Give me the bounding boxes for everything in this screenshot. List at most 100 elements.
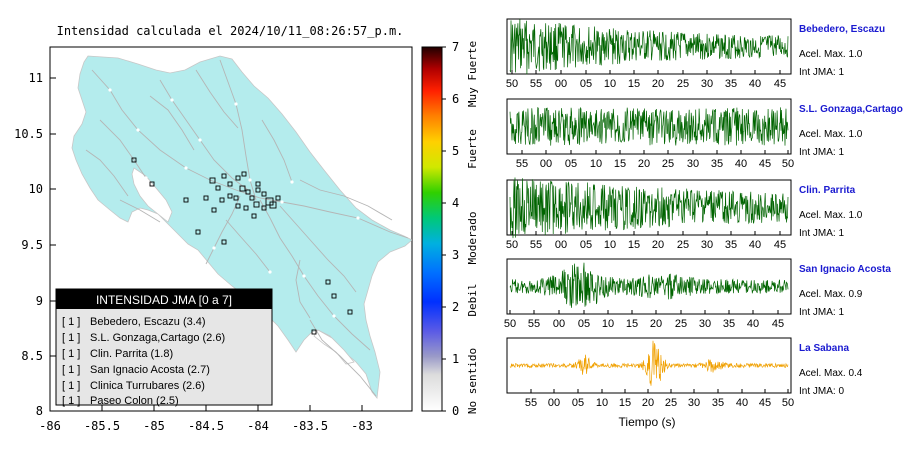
map-x-tick-labels: -86 -85.5 -85 -84.5 -84 -83.5 -83 (39, 419, 373, 433)
legend-item-name: Clin. Parrita (1.8) (90, 348, 173, 360)
map-y-tick-labels: 8 8.5 9 9.5 10 10.5 11 (14, 71, 43, 418)
legend-item-level: [ 1 ] (62, 364, 80, 376)
waveform-tick-label: 35 (711, 158, 723, 170)
y-tick-label: 9 (36, 294, 43, 308)
waveform-tick-label: 05 (578, 318, 590, 330)
legend-item-level: [ 1 ] (62, 395, 80, 407)
waveform-tick-label: 40 (749, 239, 761, 251)
station-peak-acceleration: Acel. Max. 1.0 (799, 49, 863, 60)
waveform-panel: 55 00 05 10 15 20 25 30 35 40 45 50 S.L. Gonzaga,Car… (506, 98, 903, 170)
colorbar-tick: 7 (452, 40, 459, 54)
waveform-tick-label: 40 (747, 318, 759, 330)
waveform-tick-label: 20 (652, 78, 664, 90)
waveform-tick-label: 40 (736, 397, 748, 409)
waveform-tick-label: 30 (688, 397, 700, 409)
legend-item-name: S.L. Gonzaga,Cartago (2.6) (90, 332, 225, 344)
waveform-tick-label: 25 (675, 318, 687, 330)
waveform-tick-label: 15 (628, 239, 640, 251)
y-tick-label: 8.5 (21, 349, 43, 363)
legend-item-name: Clinica Turrubares (2.6) (90, 380, 205, 392)
legend-header (56, 289, 272, 309)
station-peak-acceleration: Acel. Max. 1.0 (799, 129, 863, 140)
colorbar-gradient (421, 46, 443, 412)
waveform-tick-label: 30 (687, 158, 699, 170)
y-tick-label: 9.5 (21, 238, 43, 252)
colorbar-tick: 3 (452, 248, 459, 262)
station-peak-acceleration: Acel. Max. 1.0 (799, 210, 863, 221)
legend-item-level: [ 1 ] (62, 332, 80, 344)
station-jma-intensity: Int JMA: 0 (799, 386, 844, 397)
waveform-trace (509, 262, 789, 308)
waveform-tick-label: 25 (677, 78, 689, 90)
map-title: Intensidad calculada el 2024/10/11_08:26… (57, 24, 404, 38)
legend-item-level: [ 1 ] (62, 348, 80, 360)
station-peak-acceleration: Acel. Max. 0.4 (799, 368, 863, 379)
colorbar-tick: 5 (452, 144, 459, 158)
waveform-tick-label: 20 (642, 397, 654, 409)
waveform-tick-label: 40 (735, 158, 747, 170)
waveform-trace (509, 340, 789, 386)
waveform-tick-label: 55 (525, 397, 537, 409)
waveform-tick-label: 35 (725, 239, 737, 251)
waveform-tick-label: 30 (699, 318, 711, 330)
waveform-tick-label: 35 (723, 318, 735, 330)
waveform-tick-label: 25 (677, 239, 689, 251)
waveform-x-axis-label: Tiempo (s) (619, 415, 676, 429)
station-name: Bebedero, Escazu (799, 24, 885, 35)
golfo-dulce (313, 329, 355, 365)
map-ticks (49, 77, 363, 412)
waveform-tick-label: 30 (701, 239, 713, 251)
colorbar: 0 1 2 3 4 5 6 7 No sentido Debil Moderad… (421, 40, 479, 418)
waveform-tick-label: 10 (596, 397, 608, 409)
waveform-tick-label: 45 (774, 239, 786, 251)
legend-item-name: Bebedero, Escazu (3.4) (90, 316, 206, 328)
x-tick-label: -85.5 (84, 419, 120, 433)
waveform-tick-label: 55 (530, 239, 542, 251)
waveform-tick-label: 00 (555, 78, 567, 90)
waveform-tick-label: 25 (662, 158, 674, 170)
waveform-tick-label: 50 (782, 158, 794, 170)
station-peak-acceleration: Acel. Max. 0.9 (799, 289, 863, 300)
station-markers (131, 157, 353, 335)
waveform-tick-label: 50 (782, 397, 794, 409)
waveform-tick-label: 55 (516, 158, 528, 170)
y-tick-label: 8 (36, 404, 43, 418)
waveform-trace (509, 177, 789, 239)
x-tick-label: -84 (247, 419, 269, 433)
waveform-tick-label: 15 (626, 318, 638, 330)
colorbar-category: Debil (466, 283, 479, 316)
waveform-tick-label: 05 (580, 239, 592, 251)
legend-title: INTENSIDAD JMA [0 a 7] (96, 293, 232, 307)
legend-item-name: Paseo Colon (2.5) (90, 395, 179, 407)
colorbar-tick: 2 (452, 300, 459, 314)
waveform-tick-label: 15 (628, 78, 640, 90)
station-jma-intensity: Int JMA: 1 (799, 67, 844, 78)
colorbar-category: Moderado (466, 212, 479, 265)
waveform-tick-label: 10 (590, 158, 602, 170)
waveform-panels: 50 55 00 05 10 15 20 25 30 35 40 45 Bebedero, Escazu… (504, 18, 903, 409)
waveform-tick-label: 50 (506, 78, 518, 90)
waveform-tick-label: 00 (540, 158, 552, 170)
waveform-tick-label: 05 (572, 397, 584, 409)
colorbar-tick-marks (442, 46, 446, 412)
colorbar-tick: 0 (452, 404, 459, 418)
colorbar-tick: 6 (452, 92, 459, 106)
waveform-tick-label: 45 (774, 78, 786, 90)
waveform-tick-label: 55 (528, 318, 540, 330)
waveform-tick-label: 35 (712, 397, 724, 409)
waveform-panel: 50 55 00 05 10 15 20 25 30 35 40 45 Bebedero, Escazu… (506, 18, 885, 90)
waveform-tick-label: 45 (759, 158, 771, 170)
waveform-tick-label: 50 (504, 318, 516, 330)
x-tick-label: -83 (351, 419, 373, 433)
waveform-tick-label: 55 (530, 78, 542, 90)
waveform-panel: 55 00 05 10 15 20 25 30 35 40 45 50 La Sabana Acel. M… (506, 337, 863, 409)
waveform-tick-label: 15 (614, 158, 626, 170)
waveform-tick-label: 10 (604, 78, 616, 90)
waveform-tick-label: 45 (759, 397, 771, 409)
waveform-panel: 50 55 00 05 10 15 20 25 30 35 40 45 San Ignacio Acos… (504, 258, 891, 330)
waveform-tick-label: 05 (580, 78, 592, 90)
waveform-tick-label: 35 (725, 78, 737, 90)
station-jma-intensity: Int JMA: 1 (799, 307, 844, 318)
waveform-tick-label: 20 (652, 239, 664, 251)
